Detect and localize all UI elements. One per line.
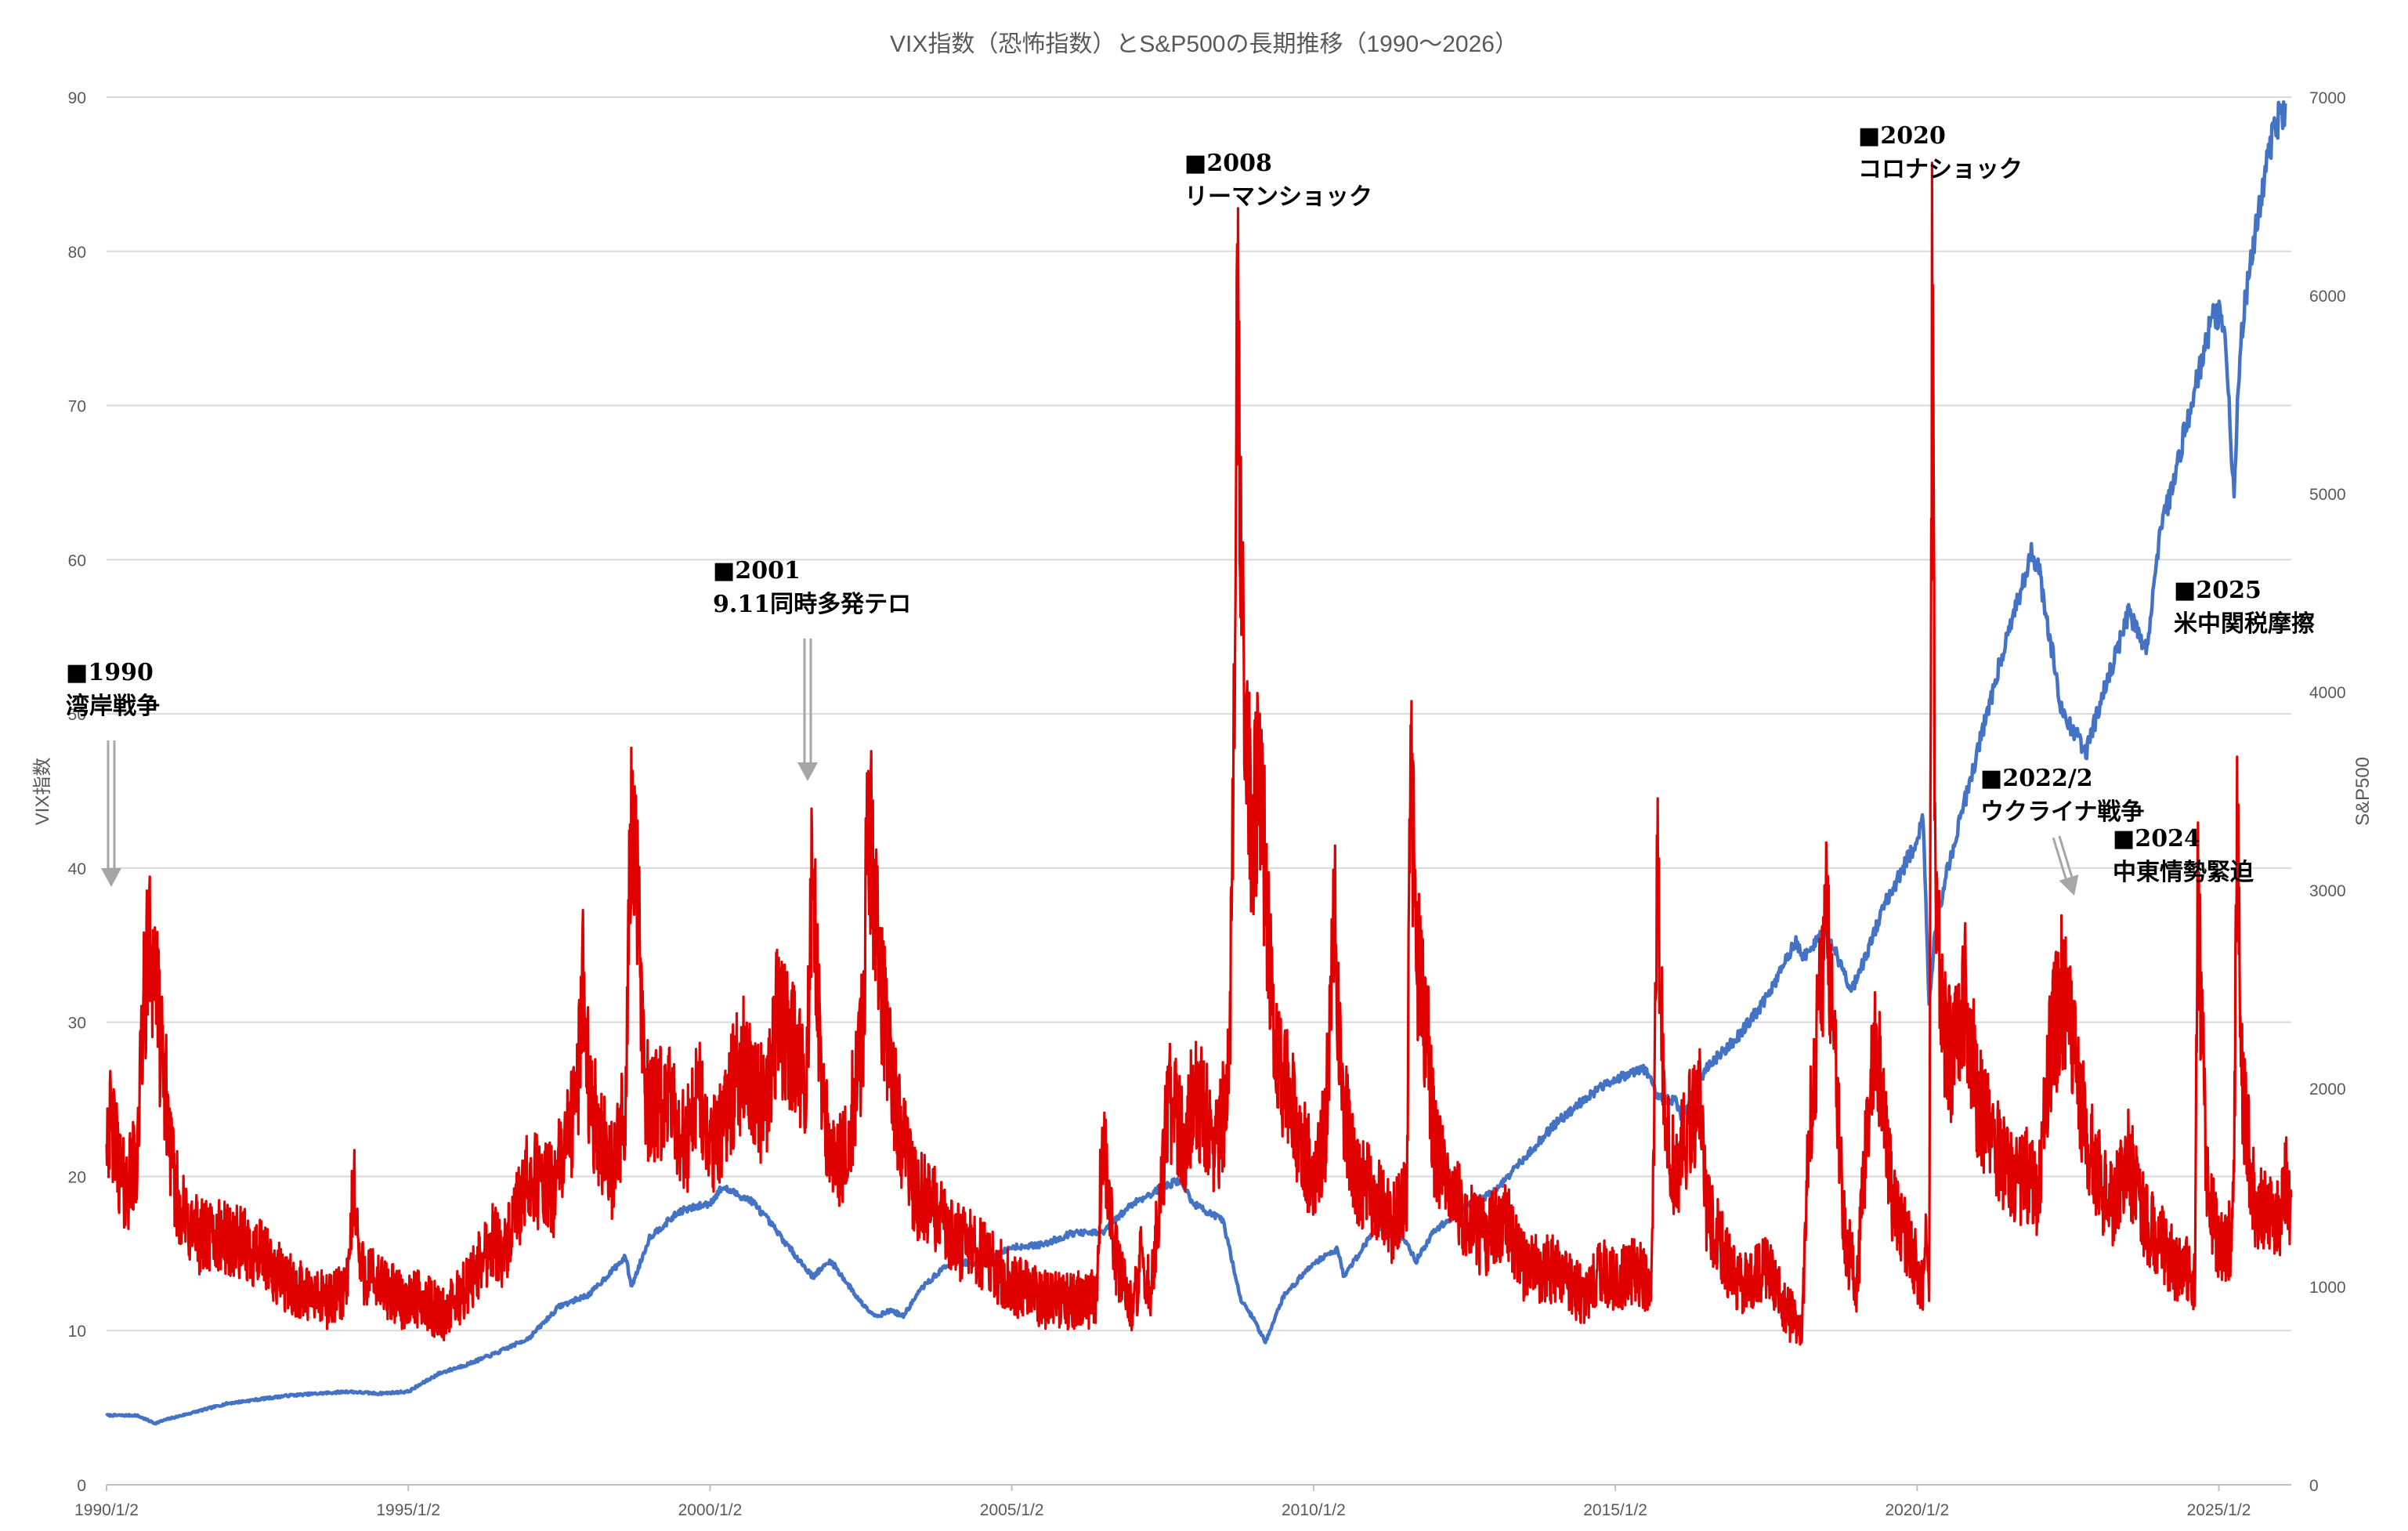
right-tick-label: 7000 [2309,89,2346,107]
left-tick-label: 30 [68,1015,86,1033]
x-tick-label: 1990/1/2 [74,1501,139,1519]
left-tick-label: 60 [68,552,86,570]
x-tick-label: 2000/1/2 [678,1501,743,1519]
annotation-event: 米中関税摩擦 [2174,610,2315,638]
annotation-arrow [101,740,121,887]
x-tick-label: 2025/1/2 [2187,1501,2251,1519]
annotation-event: コロナショック [1858,156,2023,183]
annotation-year: ■2008 [1184,150,1272,177]
annotation-event: 湾岸戦争 [66,693,160,720]
left-axis-ticks: 0 10 20 30 40 50 60 70 80 90 [68,89,86,1495]
vix-series [105,161,2293,1346]
annotation-event: 中東情勢緊迫 [2113,859,2254,886]
annotation-arrow [797,639,818,781]
right-tick-label: 5000 [2309,486,2346,504]
annotations: ■1990 湾岸戦争 ■2001 9.11同時多発テロ ■2008 リーマンショック ■20… [66,122,2315,886]
left-tick-label: 0 [77,1477,86,1495]
right-tick-label: 2000 [2309,1080,2346,1098]
left-tick-label: 70 [68,398,86,416]
left-tick-label: 90 [68,89,86,107]
left-axis-label: VIX指数 [32,758,53,826]
x-tick-label: 2010/1/2 [1282,1501,1346,1519]
annotation-year: ■2001 [713,557,801,585]
annotation-year: ■2022/2 [1980,765,2093,792]
annotation-arrow [2052,835,2079,896]
right-tick-label: 0 [2309,1477,2319,1495]
left-tick-label: 50 [68,706,86,724]
x-axis-ticks: 1990/1/2 1995/1/2 2000/1/2 2005/1/2 2010/1/2… [74,1485,2251,1519]
x-tick-label: 2005/1/2 [980,1501,1044,1519]
chart-title: VIX指数（恐怖指数）とS&P500の長期推移（1990〜2026） [890,31,1518,57]
annotation-arrows [101,639,2079,896]
right-axis-label: S&P500 [2352,757,2374,826]
left-tick-label: 40 [68,860,86,878]
annotation-event: ウクライナ戦争 [1980,798,2144,826]
sp500-line [105,100,2287,1426]
annotation-event: リーマンショック [1184,183,1372,211]
annotation-year: ■1990 [66,659,154,686]
right-tick-label: 4000 [2309,684,2346,702]
x-tick-label: 2015/1/2 [1583,1501,1647,1519]
right-tick-label: 3000 [2309,882,2346,900]
grid-lines [107,96,2291,1486]
annotation-event: 9.11同時多発テロ [713,591,911,618]
left-tick-label: 80 [68,244,86,262]
right-tick-label: 6000 [2309,288,2346,306]
vix-line [105,161,2293,1346]
x-tick-label: 1995/1/2 [376,1501,440,1519]
left-tick-label: 20 [68,1168,86,1186]
right-tick-label: 1000 [2309,1279,2346,1297]
annotation-year: ■2025 [2174,577,2262,604]
sp500-series [105,100,2287,1426]
right-axis-ticks: 0 1000 2000 3000 4000 5000 6000 7000 [2309,89,2346,1495]
left-tick-label: 10 [68,1323,86,1341]
annotation-year: ■2020 [1858,122,1946,150]
annotation-year: ■2024 [2113,825,2200,852]
x-tick-label: 2020/1/2 [1885,1501,1949,1519]
